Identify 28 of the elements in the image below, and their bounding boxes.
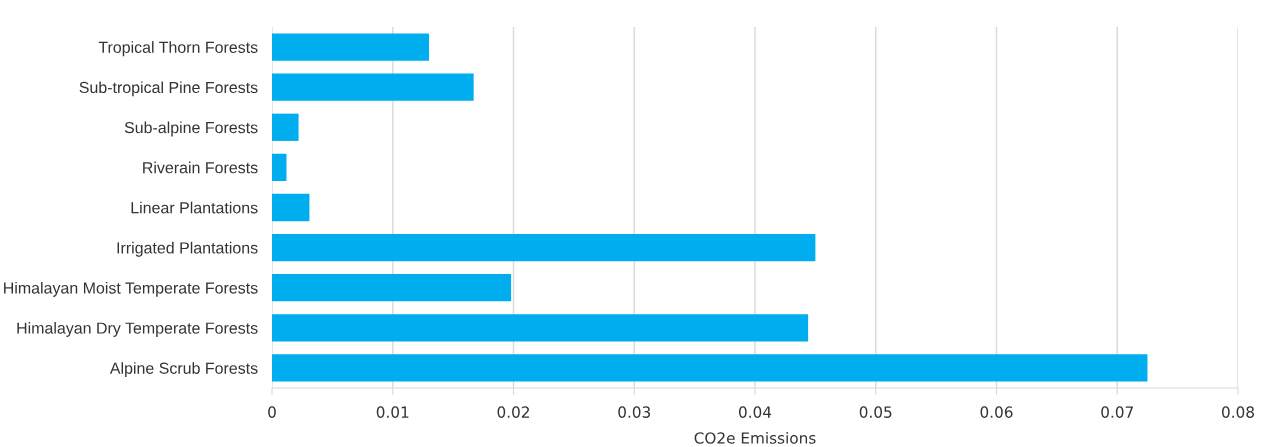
bar xyxy=(272,274,512,302)
bar xyxy=(272,314,809,342)
y-tick-label: Riverain Forests xyxy=(143,161,258,174)
bar xyxy=(272,193,310,222)
x-tick-label: 0.04 xyxy=(739,406,772,418)
bar xyxy=(272,153,287,182)
bar xyxy=(272,33,429,61)
y-tick-label: Sub-tropical Pine Forests xyxy=(79,81,258,97)
y-tick-label: Irrigated Plantations xyxy=(117,241,258,257)
x-tick-label: 0.08 xyxy=(1222,406,1254,418)
bar xyxy=(272,73,474,101)
x-tick-label: 0.01 xyxy=(376,406,409,418)
y-tick-label: Alpine Scrub Forests xyxy=(109,362,258,378)
y-tick-label: Tropical Thorn Forests xyxy=(98,41,258,57)
bar xyxy=(272,113,299,141)
x-axis-title: CO2e Emissions xyxy=(694,431,816,444)
y-tick-label: Linear Plantations xyxy=(131,201,258,214)
x-tick-label: 0.07 xyxy=(1101,406,1133,418)
y-tick-label: Himalayan Moist Temperate Forests xyxy=(4,281,258,297)
y-tick-label: Sub-alpine Forests xyxy=(124,121,258,137)
x-tick-label: 0 xyxy=(268,406,276,418)
x-tick-label: 0.03 xyxy=(618,406,651,418)
bar xyxy=(272,354,1148,382)
x-tick-label: 0.02 xyxy=(497,406,529,418)
x-tick-label: 0.06 xyxy=(980,406,1013,418)
y-tick-label: Himalayan Dry Temperate Forests xyxy=(17,322,258,337)
x-tick-label: 0.05 xyxy=(859,406,892,418)
bar xyxy=(272,233,816,262)
